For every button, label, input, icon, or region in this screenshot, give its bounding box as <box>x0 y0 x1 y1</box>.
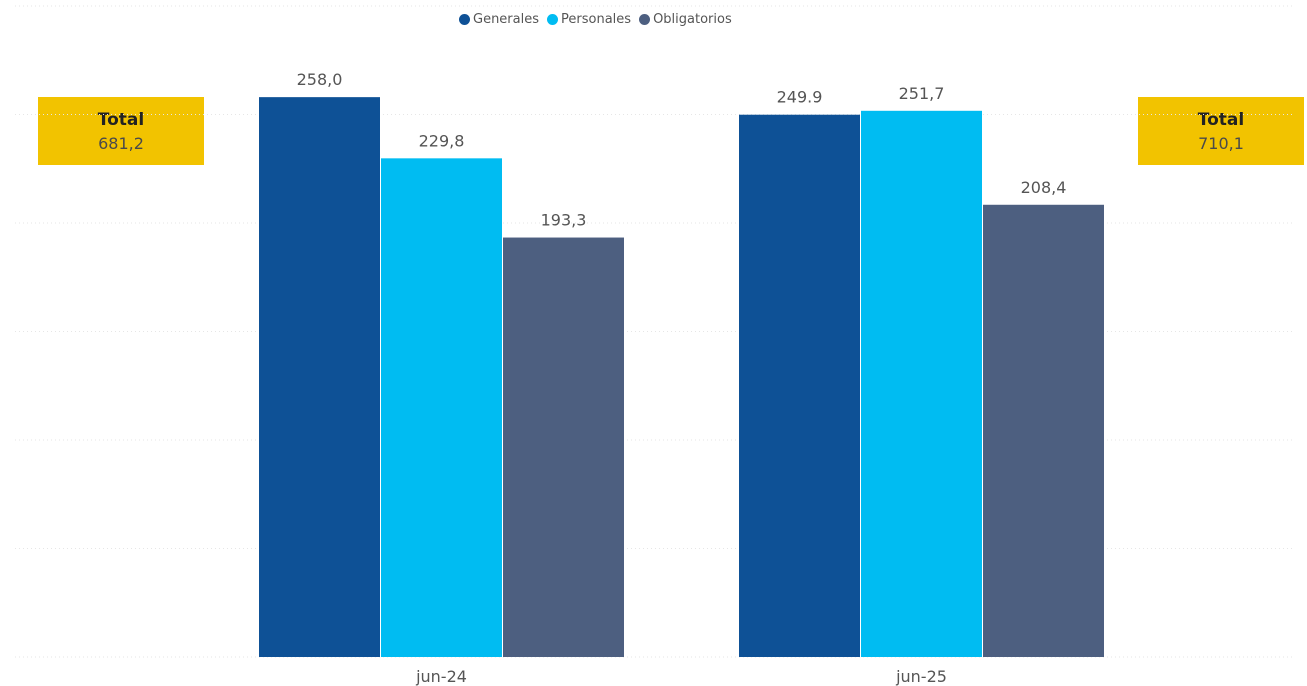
total-box-jun-24: Total 681,2 <box>38 97 204 165</box>
legend-label-obligatorios: Obligatorios <box>653 12 732 27</box>
bar-obligatorios-jun-25[interactable] <box>983 204 1104 657</box>
data-label: 249.9 <box>777 88 823 107</box>
total-label: Total <box>1197 109 1245 130</box>
data-label: 208,4 <box>1021 178 1067 197</box>
legend-label-personales: Personales <box>561 12 632 27</box>
bar-personales-jun-25[interactable] <box>861 110 982 658</box>
total-box-jun-25: Total 710,1 <box>1138 97 1304 165</box>
bar-generales-jun-25[interactable] <box>739 114 860 658</box>
legend-label-generales: Generales <box>473 12 540 27</box>
legend-item-personales[interactable]: Personales <box>547 12 631 27</box>
legend-dot-personales <box>547 14 559 25</box>
bar-generales-jun-24[interactable] <box>259 97 380 657</box>
data-label: 258,0 <box>297 70 343 89</box>
data-label: 251,7 <box>899 84 945 103</box>
total-label: Total <box>97 109 145 130</box>
data-label: 193,3 <box>541 211 587 230</box>
x-tick-label: jun-24 <box>415 667 467 686</box>
legend-dot-generales <box>459 14 470 25</box>
data-label: 229,8 <box>419 131 465 150</box>
legend-item-obligatorios[interactable]: Obligatorios <box>639 12 732 27</box>
chart-legend: Generales Personales Obligatorios <box>459 12 736 27</box>
bar-obligatorios-jun-24[interactable] <box>503 237 624 657</box>
legend-dot-obligatorios <box>639 14 651 25</box>
bar-personales-jun-24[interactable] <box>381 158 502 658</box>
total-value: 681,2 <box>98 133 144 153</box>
legend-item-generales[interactable]: Generales <box>459 12 539 27</box>
total-value: 710,1 <box>1198 133 1244 153</box>
x-tick-label: jun-25 <box>895 667 947 686</box>
